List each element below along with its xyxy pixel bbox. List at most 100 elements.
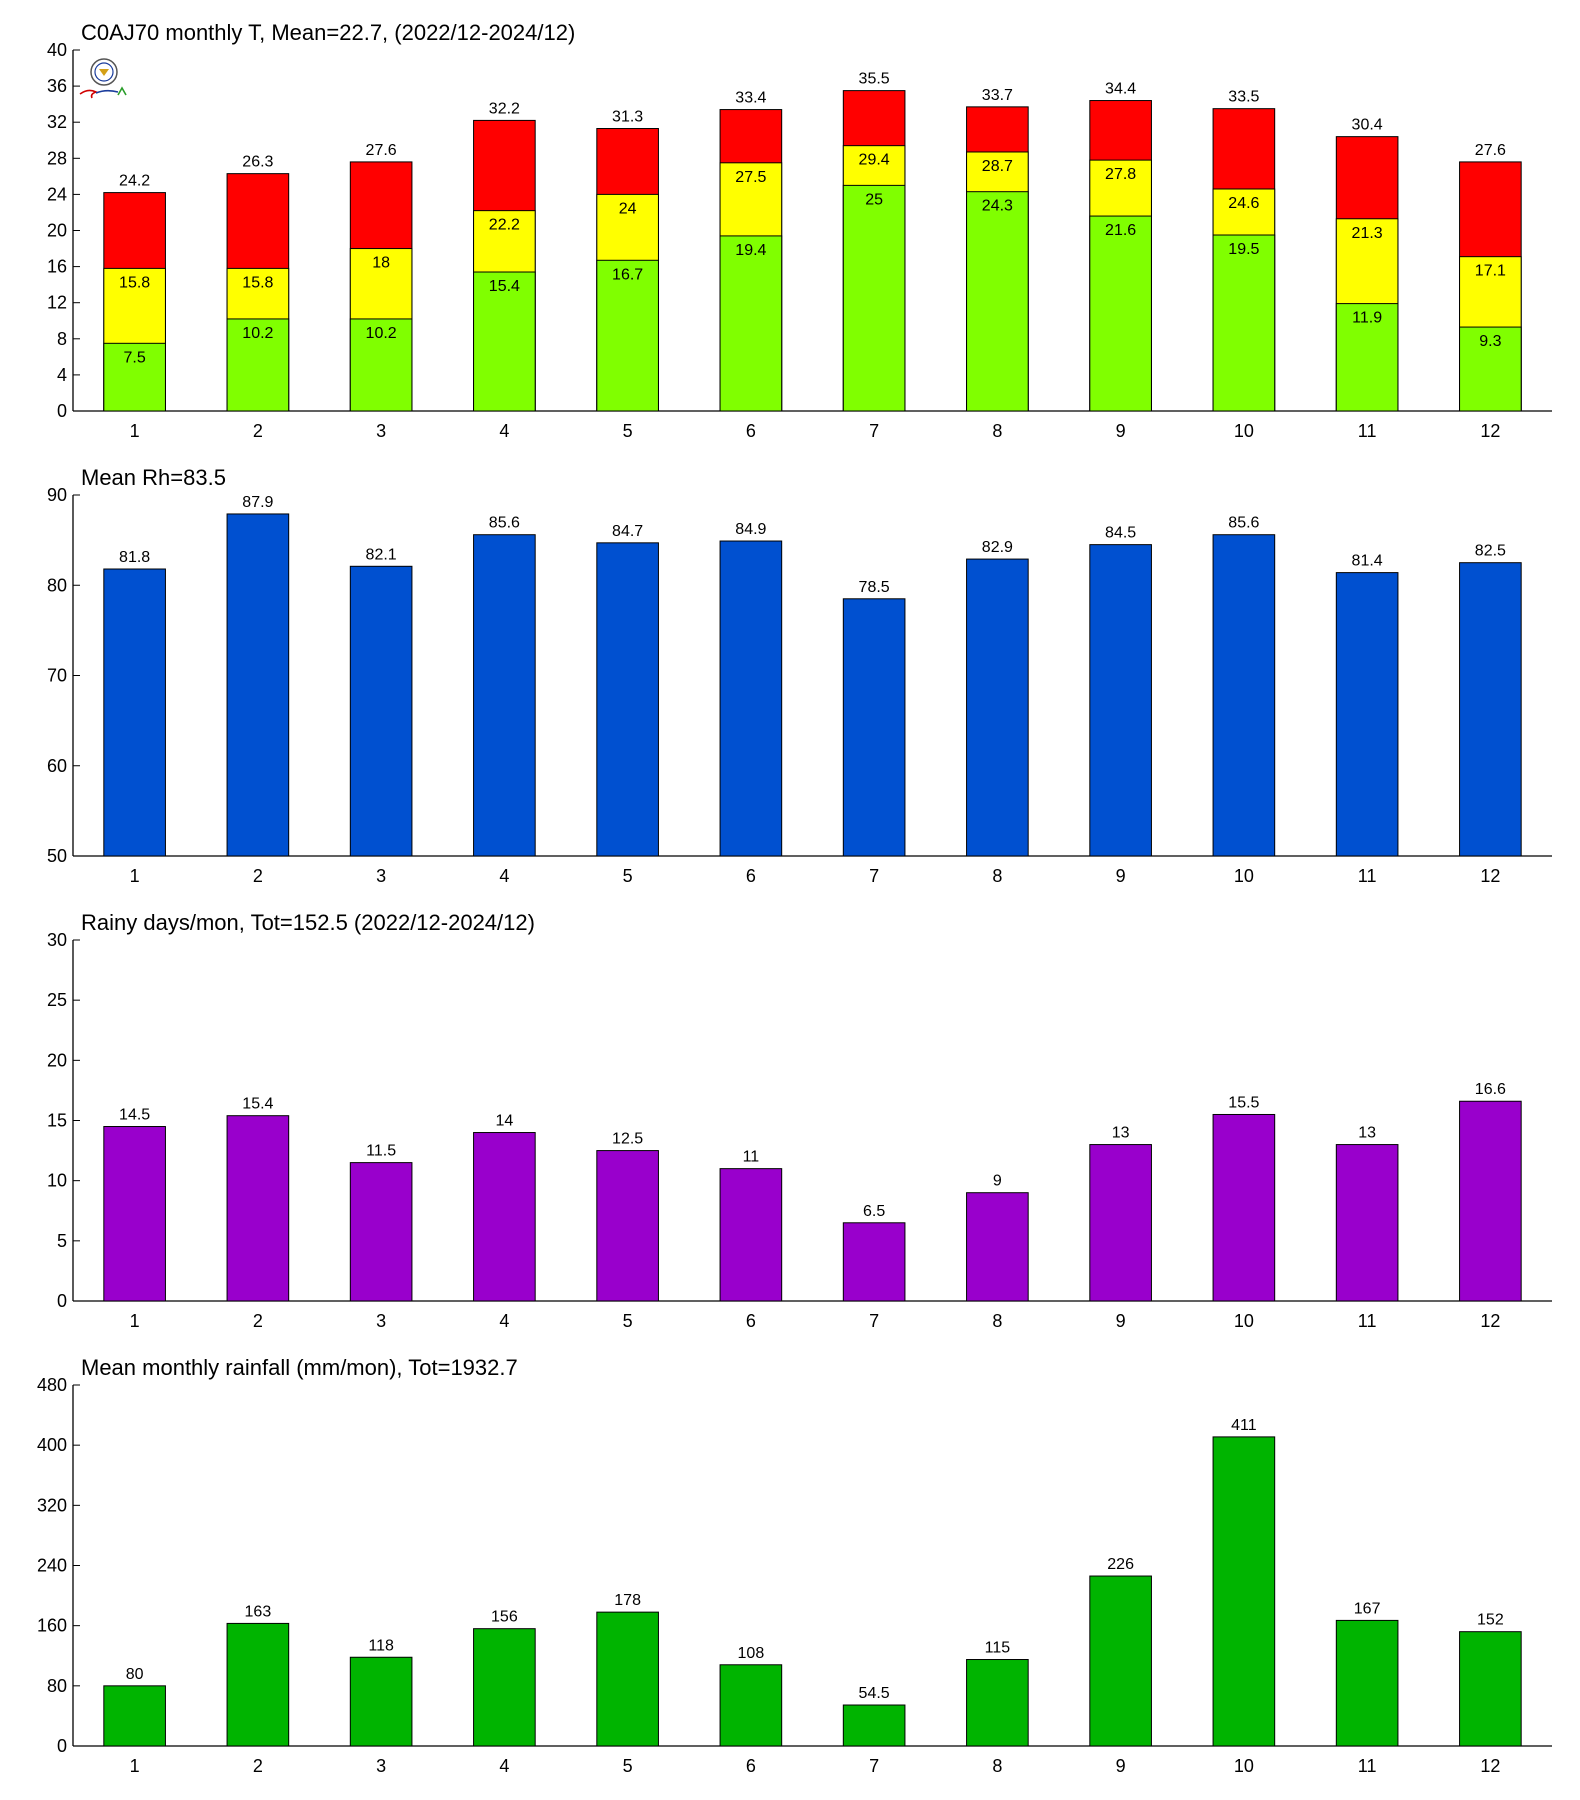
y-tick-label: 320 [37, 1495, 67, 1515]
y-tick-label: 60 [47, 756, 67, 776]
x-tick-label: 11 [1358, 1311, 1377, 1331]
bar [719, 540, 783, 857]
bar-label-max-temp: 35.5 [859, 71, 890, 88]
y-tick-label: 160 [37, 1616, 67, 1636]
bar-value-label: 84.5 [1105, 525, 1136, 542]
y-tick-label: 80 [47, 1676, 67, 1696]
bar-min-temp [596, 259, 659, 412]
bar-value-label: 11.5 [366, 1143, 396, 1160]
bar [842, 1704, 906, 1747]
bar-label-min-temp: 10.2 [242, 325, 273, 342]
x-tick-label: 4 [499, 866, 509, 886]
bar-label-mean-temp: 17.1 [1475, 263, 1506, 280]
bar-label-max-temp: 30.4 [1352, 117, 1383, 134]
x-tick-label: 5 [623, 1311, 633, 1331]
bar-value-label: 84.9 [735, 521, 766, 538]
bar [473, 1132, 536, 1302]
x-tick-label: 2 [253, 866, 263, 886]
bar-value-label: 167 [1354, 1600, 1381, 1617]
x-tick-label: 5 [623, 866, 633, 886]
bar [1459, 1631, 1522, 1747]
x-tick-label: 1 [130, 866, 140, 886]
bar-value-label: 87.9 [242, 494, 273, 511]
x-tick-label: 11 [1358, 866, 1377, 886]
bar [103, 1685, 166, 1747]
bar-value-label: 9 [993, 1173, 1002, 1190]
bar-min-temp [473, 271, 536, 412]
bar [349, 1162, 413, 1302]
x-tick-label: 6 [746, 1311, 756, 1331]
y-tick-label: 50 [47, 846, 67, 866]
y-tick-label: 36 [47, 76, 67, 96]
bar-label-min-temp: 10.2 [366, 325, 397, 342]
x-tick-label: 4 [499, 421, 509, 441]
bar [1089, 1144, 1152, 1302]
bar [1459, 1100, 1522, 1302]
y-tick-label: 32 [47, 112, 67, 132]
bar-label-mean-temp: 18 [372, 255, 390, 272]
bar [1089, 1575, 1152, 1747]
bar-label-min-temp: 7.5 [124, 349, 146, 366]
x-tick-label: 7 [869, 1311, 879, 1331]
bar [1212, 1113, 1276, 1302]
bar-value-label: 85.6 [489, 515, 520, 532]
bar [596, 1611, 659, 1747]
panel-title: C0AJ70 monthly T, Mean=22.7, (2022/12-20… [81, 20, 575, 45]
bar-label-mean-temp: 15.8 [242, 274, 273, 291]
bar [966, 558, 1029, 857]
bar-value-label: 178 [614, 1592, 641, 1609]
bar [1212, 1436, 1276, 1747]
bar-value-label: 84.7 [612, 523, 643, 540]
x-tick-label: 5 [623, 421, 633, 441]
bar [226, 1115, 290, 1302]
x-tick-label: 8 [992, 421, 1002, 441]
y-tick-label: 80 [47, 575, 67, 595]
y-tick-label: 15 [47, 1111, 67, 1131]
bar-label-mean-temp: 22.2 [489, 217, 520, 234]
y-tick-label: 25 [47, 990, 67, 1010]
panel-title: Mean Rh=83.5 [81, 465, 226, 490]
bar-min-temp [103, 342, 166, 412]
bar-value-label: 12.5 [612, 1131, 643, 1148]
bar-value-label: 6.5 [863, 1203, 885, 1220]
bar-label-max-temp: 24.2 [119, 173, 150, 190]
x-tick-label: 1 [130, 1756, 140, 1776]
bar-min-temp [966, 191, 1029, 412]
bar [1212, 534, 1276, 857]
x-tick-label: 1 [130, 1311, 140, 1331]
x-tick-label: 8 [992, 1311, 1002, 1331]
x-tick-label: 3 [376, 866, 386, 886]
x-tick-label: 7 [869, 866, 879, 886]
y-tick-label: 16 [47, 257, 67, 277]
bar [719, 1168, 783, 1302]
bar [842, 598, 906, 857]
bar-value-label: 14.5 [119, 1107, 150, 1124]
x-tick-label: 9 [1116, 1756, 1126, 1776]
bar-value-label: 82.9 [982, 539, 1013, 556]
bar [596, 542, 659, 857]
x-tick-label: 12 [1480, 866, 1500, 886]
x-tick-label: 12 [1480, 421, 1500, 441]
x-tick-label: 10 [1234, 421, 1254, 441]
y-tick-label: 0 [57, 1291, 67, 1311]
bar-value-label: 115 [985, 1640, 1011, 1657]
bar [226, 513, 290, 857]
bar-value-label: 81.8 [119, 549, 150, 566]
x-tick-label: 7 [869, 421, 879, 441]
y-tick-label: 4 [57, 365, 67, 385]
bar-value-label: 411 [1231, 1417, 1257, 1434]
bar-value-label: 54.5 [859, 1685, 890, 1702]
bar-label-min-temp: 11.9 [1352, 310, 1382, 327]
x-tick-label: 3 [376, 421, 386, 441]
bar-value-label: 80 [126, 1666, 144, 1683]
bar-label-max-temp: 27.6 [366, 142, 397, 159]
bar-label-mean-temp: 27.8 [1105, 166, 1136, 183]
bar [1089, 544, 1152, 857]
bar-value-label: 13 [1358, 1125, 1376, 1142]
y-tick-label: 30 [47, 930, 67, 950]
bar-min-temp [1089, 215, 1152, 412]
bar [1335, 1619, 1399, 1747]
